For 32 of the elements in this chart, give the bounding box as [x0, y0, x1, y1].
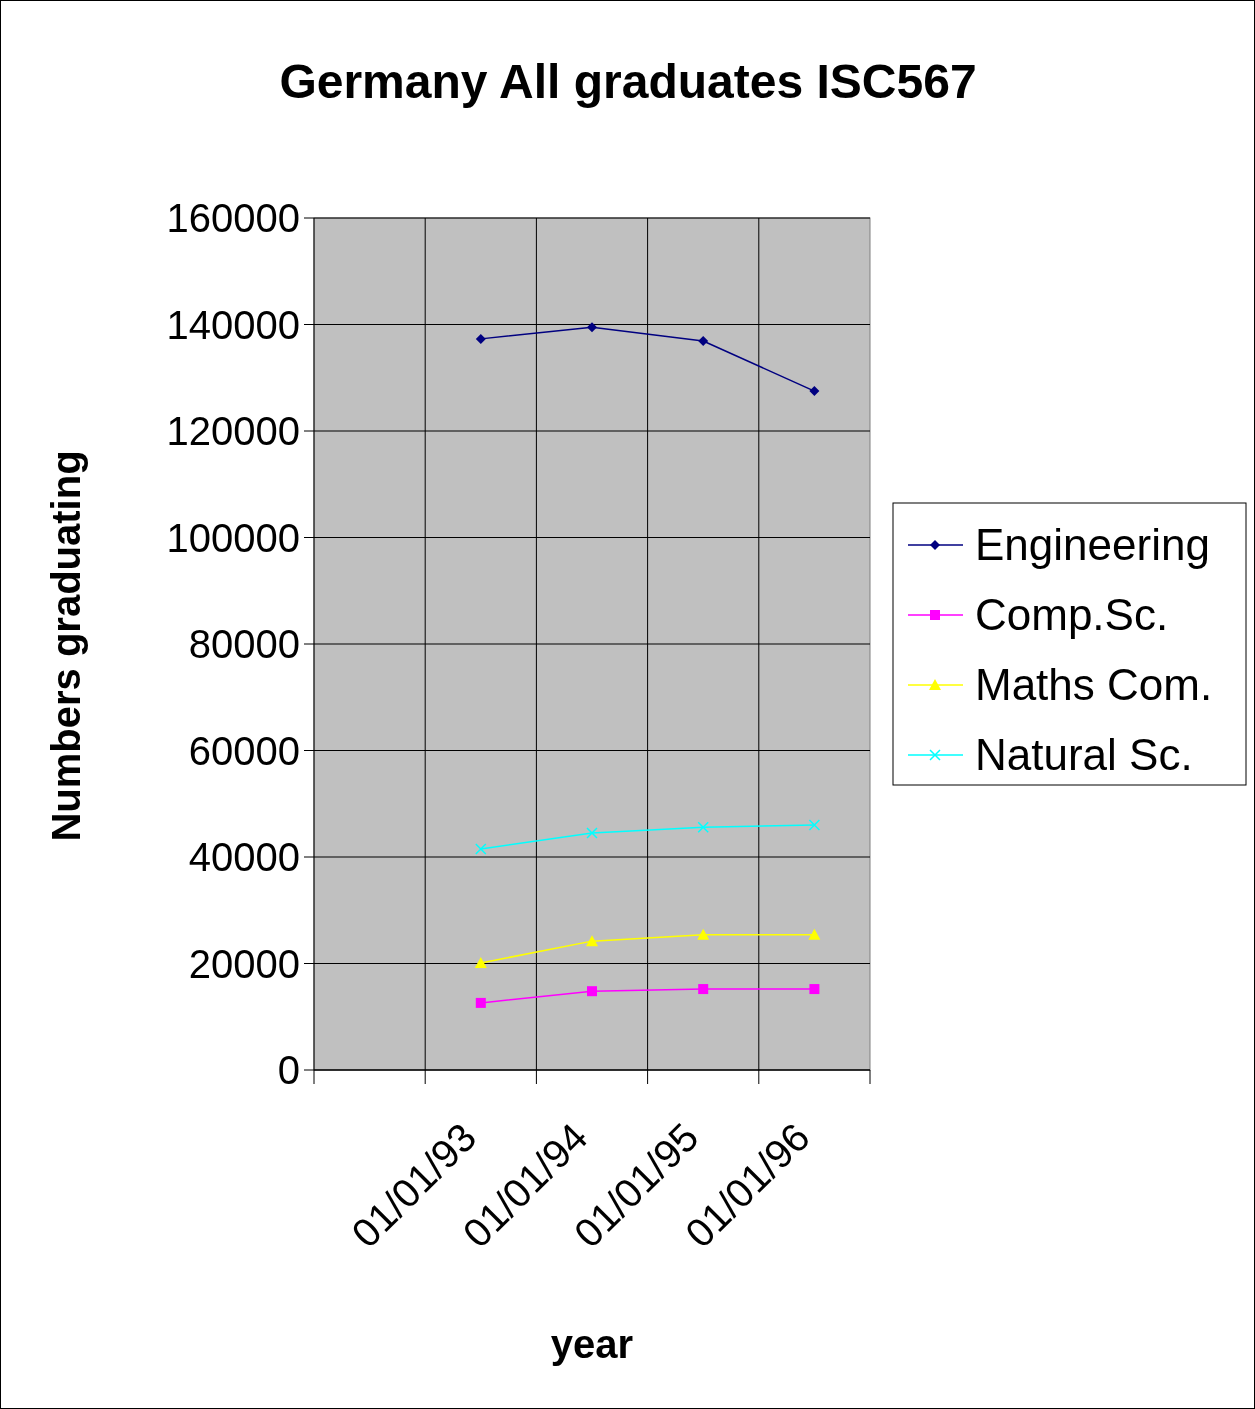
y-tick-label: 100000 [166, 515, 300, 560]
point [586, 827, 598, 839]
point [808, 819, 821, 831]
point [587, 986, 597, 997]
point [475, 997, 486, 1008]
y-tick-label: 60000 [188, 728, 300, 773]
point [809, 386, 820, 397]
y-axis-title: Numbers graduating [44, 450, 88, 842]
point [809, 984, 820, 995]
point [475, 333, 486, 344]
y-tick-label: 40000 [188, 835, 300, 879]
x-axis-title: year [550, 1322, 634, 1366]
point [698, 984, 709, 995]
point [587, 322, 597, 333]
legend-label: Maths Com. [975, 660, 1213, 710]
legend-label: Engineering [975, 520, 1210, 570]
y-tick-label: 120000 [166, 409, 300, 453]
point [586, 935, 598, 947]
y-tick-label: 140000 [166, 302, 300, 347]
point [808, 928, 821, 940]
y-tick-label: 80000 [188, 622, 300, 666]
point [698, 336, 709, 347]
point [475, 843, 487, 855]
y-tick-label: 160000 [166, 196, 300, 240]
point [697, 821, 709, 833]
legend-label: Comp.Sc. [975, 590, 1169, 640]
point [697, 928, 710, 940]
legend-label: Natural Sc. [975, 730, 1193, 780]
point [474, 956, 487, 968]
chart-title: Germany All graduates ISC567 [279, 55, 977, 108]
y-tick-label: 20000 [188, 941, 300, 986]
y-tick-label: 0 [277, 1048, 300, 1092]
